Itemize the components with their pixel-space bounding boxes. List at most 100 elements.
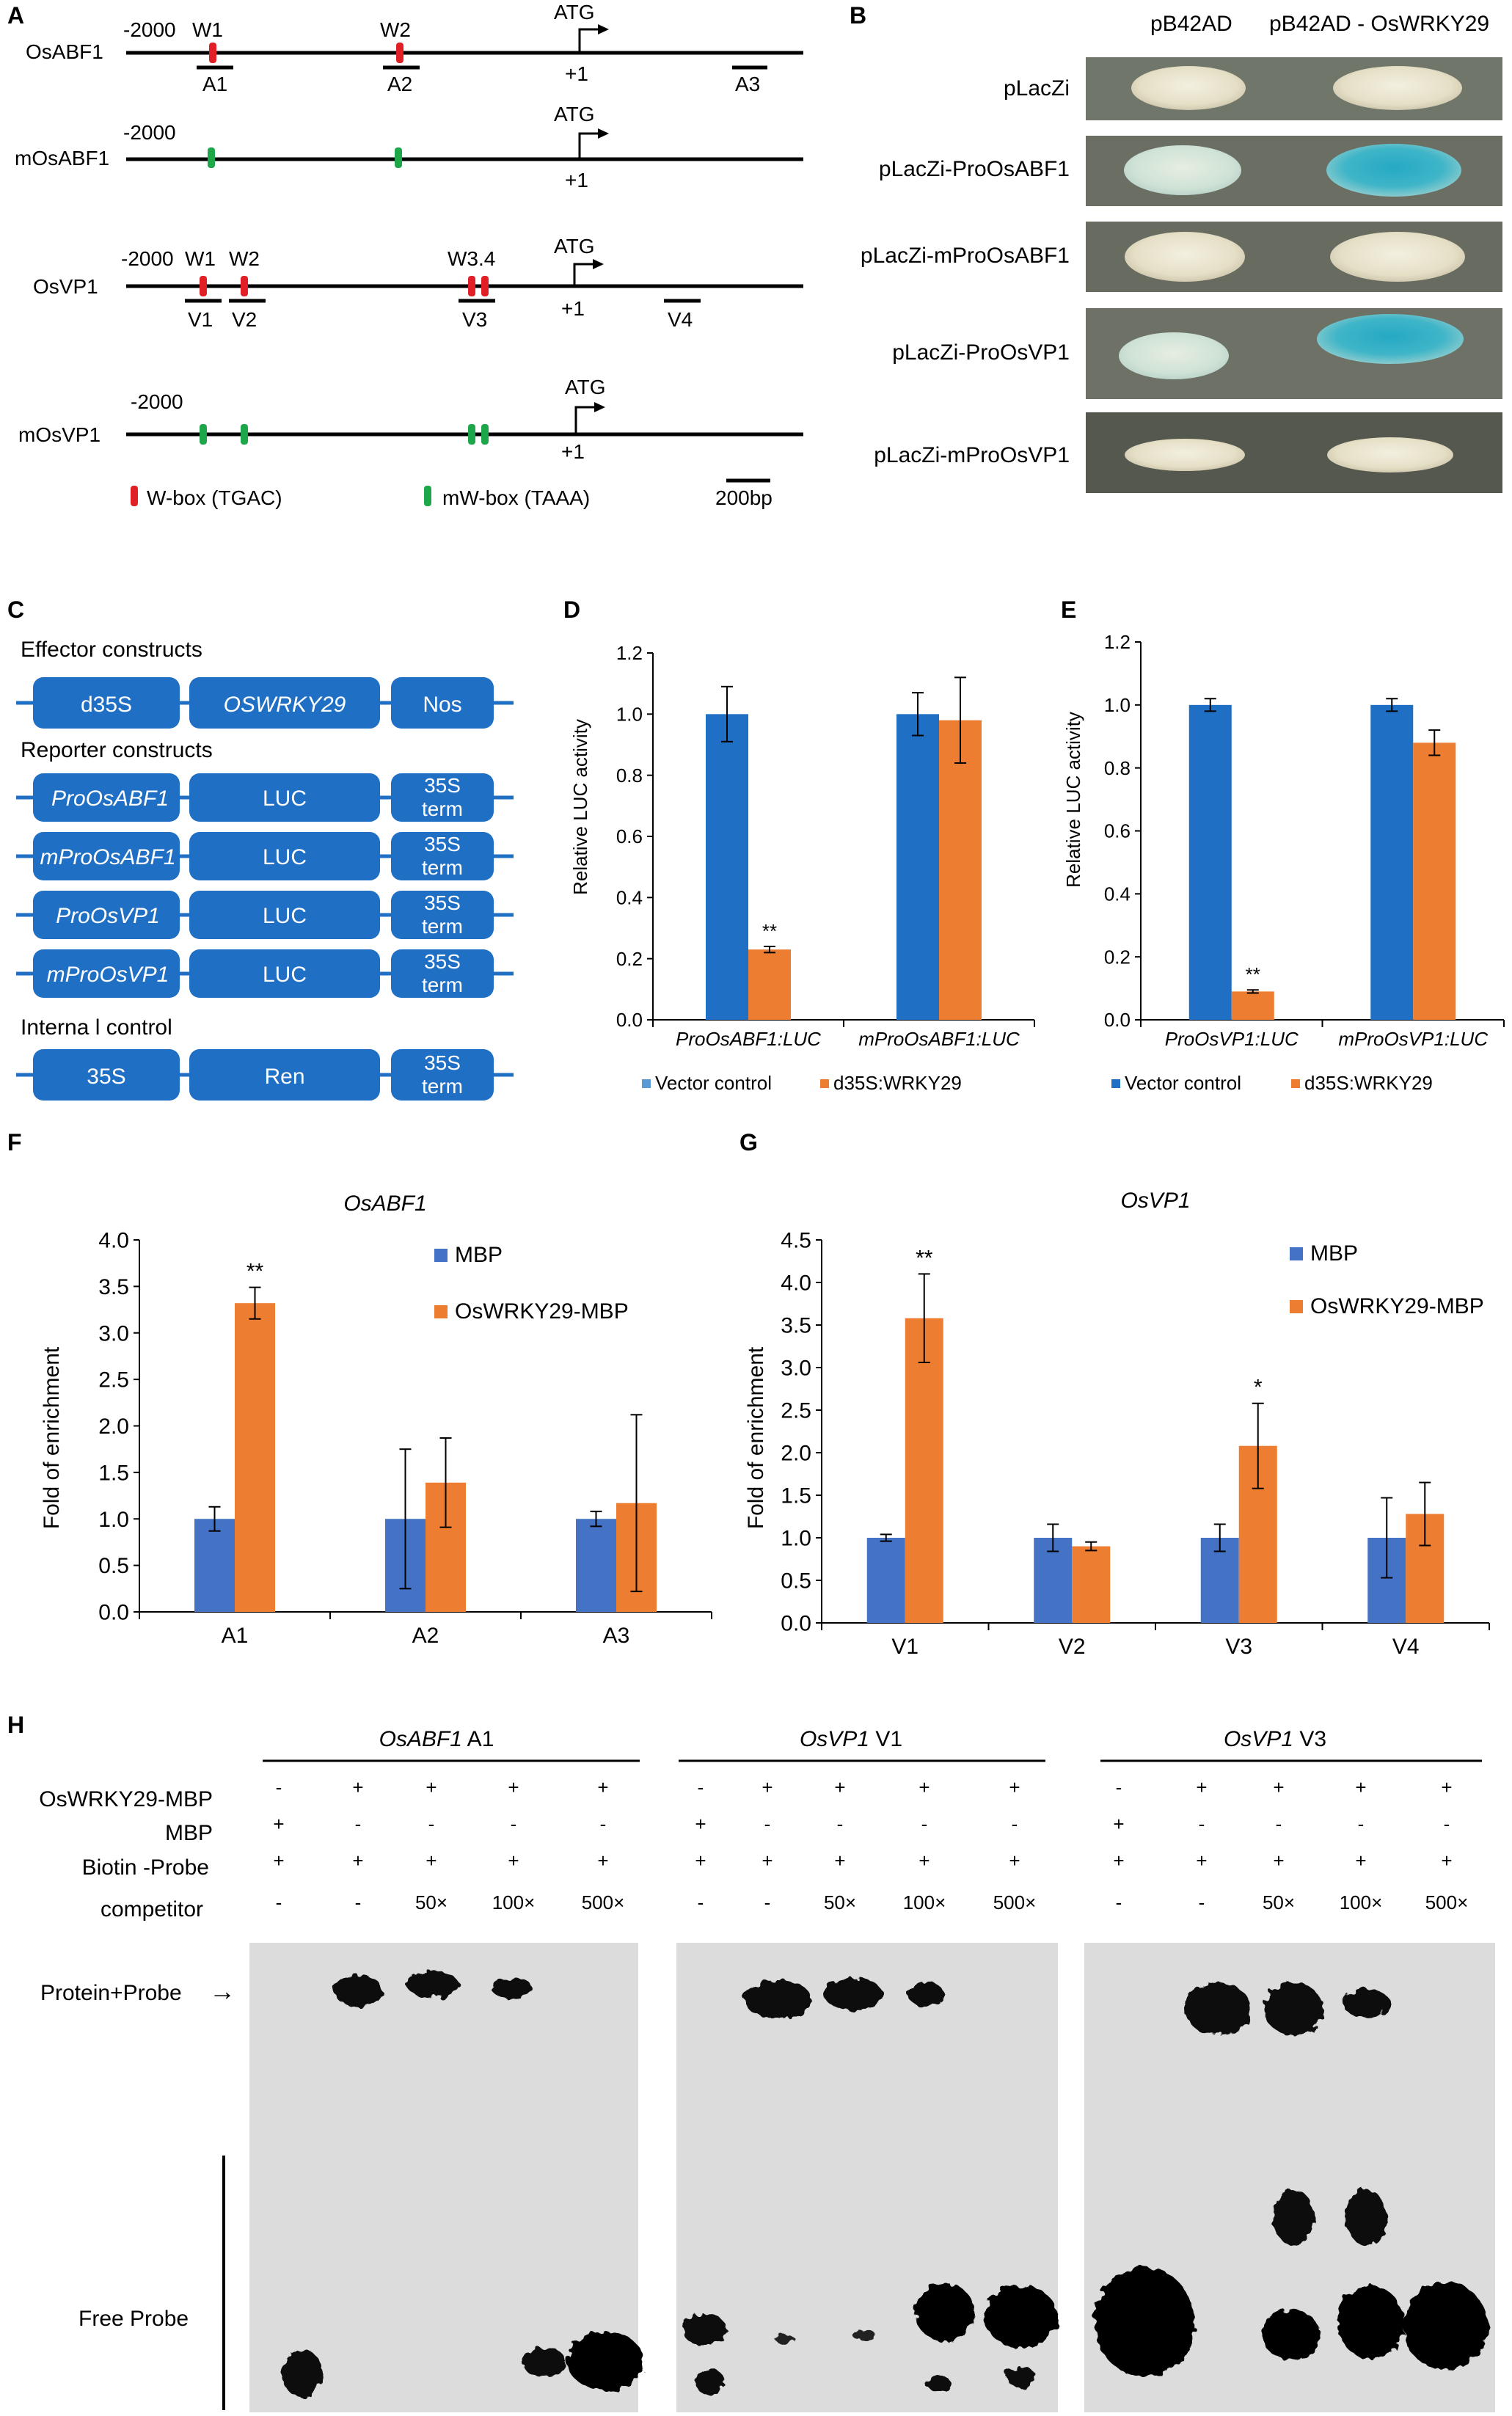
legend-mwbox-swatch: [424, 486, 431, 506]
lane-symbol: 50×: [1263, 1891, 1295, 1913]
track-osvp1-plus1: +1: [561, 297, 585, 320]
box-35s-term: [391, 891, 494, 939]
y-tick-label: 1.5: [98, 1461, 129, 1485]
box-luc: [189, 891, 380, 939]
legend-wbox-swatch: [131, 486, 138, 506]
track-osvp1-atg: ATG: [554, 235, 594, 258]
y-tick-label: 0.0: [98, 1601, 129, 1625]
panel-d-ylabel: Relative LUC activity: [569, 719, 591, 895]
lane-symbol: +: [918, 1850, 930, 1872]
lane-symbol: +: [597, 1776, 608, 1798]
free-probe-band: [924, 2376, 951, 2390]
x-tick-label: V3: [1225, 1635, 1252, 1659]
wbox-mark: [209, 43, 216, 63]
lane-symbol: +: [352, 1776, 363, 1798]
track-mosabf1-plus1: +1: [565, 169, 588, 191]
free-probe-band: [1337, 2285, 1403, 2359]
y-tick-label: 2.0: [781, 1442, 811, 1466]
track-osvp1-name: OsVP1: [33, 275, 98, 298]
legend-wrky-swatch: [1291, 1079, 1300, 1088]
reporter-construct: mProOsVP1 LUC 35S term: [16, 949, 514, 998]
shift-band: [744, 1980, 811, 2018]
box-term-label: term: [422, 856, 463, 879]
panel-c-letter: C: [7, 596, 24, 623]
row-label-competitor: competitor: [101, 1897, 203, 1922]
bar: [1413, 742, 1456, 1020]
box-promoter: [33, 891, 180, 939]
yeast-row: pLacZi: [1004, 57, 1502, 120]
box-35s-internal-label: 35S: [87, 1065, 125, 1089]
legend-vector: Vector control: [1125, 1072, 1241, 1094]
y-tick-label: 1.0: [616, 703, 643, 725]
track-mosvp1-start: -2000: [131, 390, 183, 413]
box-promoter: [33, 773, 180, 822]
region-a3: A3: [735, 73, 760, 95]
x-tick-label: mProOsVP1:LUC: [1338, 1028, 1488, 1050]
shift-band: [334, 1974, 382, 2007]
yeast-row: pLacZi-ProOsABF1: [879, 136, 1502, 206]
chart-d: 0.0 0.2 0.4 0.6 0.8 1.0 1.2 ProOsABF1:LUC ** mPro…: [616, 642, 1035, 1050]
panel-f-ylabel: Fold of enrichment: [40, 1346, 64, 1529]
shift-band: [1185, 1982, 1251, 2035]
yeast-row: pLacZi-mProOsABF1: [861, 222, 1502, 292]
y-tick-label: 2.0: [98, 1415, 129, 1439]
lane-symbol: +: [273, 1850, 284, 1872]
lane-symbol: +: [426, 1776, 437, 1798]
y-tick-label: 0.2: [616, 948, 643, 970]
lane-symbol: +: [1196, 1776, 1207, 1798]
y-tick-label: 1.2: [1104, 631, 1131, 653]
reporter-construct: ProOsABF1 LUC 35S term: [16, 773, 514, 822]
lane-symbol: +: [1113, 1850, 1124, 1872]
x-tick-label: A2: [412, 1624, 439, 1648]
region-v4: V4: [668, 308, 693, 331]
wbox-mark: [200, 276, 207, 296]
box-nos-label: Nos: [423, 693, 461, 717]
free-probe-band: [522, 2348, 566, 2377]
panel-e: E Relative LUC activity 0.0 0.2 0.4 0.6 0.8 1…: [1061, 596, 1505, 1094]
lane-symbol: +: [273, 1813, 284, 1835]
lane-symbol: 50×: [824, 1891, 856, 1913]
track-osvp1-w2: W2: [229, 247, 260, 270]
bar: [1072, 1546, 1111, 1623]
mwbox-mark: [481, 424, 489, 445]
y-tick-label: 4.5: [781, 1229, 811, 1253]
lane-symbol: -: [1276, 1813, 1282, 1835]
intermediate-band: [1345, 2189, 1387, 2245]
box-term-label: term: [422, 974, 463, 996]
wbox-mark: [396, 43, 403, 63]
tss-arrowhead: [594, 402, 605, 412]
lane-symbol: +: [1355, 1776, 1366, 1798]
track-mosvp1-name: mOsVP1: [18, 423, 101, 446]
track-mosabf1: mOsABF1 -2000 ATG +1: [15, 103, 803, 191]
colony: [1125, 232, 1245, 282]
lane-symbol: +: [597, 1850, 608, 1872]
group-site: A1: [462, 1727, 494, 1751]
significance-label: **: [916, 1246, 933, 1270]
y-tick-label: 0.4: [616, 886, 643, 908]
lane-symbol: +: [508, 1776, 519, 1798]
lane-symbol: +: [1355, 1850, 1366, 1872]
group-site: V3: [1293, 1727, 1326, 1751]
y-tick-label: 0.6: [616, 825, 643, 847]
lane-symbol: -: [1358, 1813, 1365, 1835]
lane-symbol: -: [764, 1891, 771, 1913]
lane-symbol: +: [1113, 1813, 1124, 1835]
yeast-row-label: pLacZi-ProOsABF1: [879, 157, 1070, 181]
lane-symbol: +: [1441, 1776, 1452, 1798]
x-tick-label: V4: [1392, 1635, 1420, 1659]
significance-label: **: [246, 1260, 264, 1284]
group-header: OsABF1 A1: [379, 1727, 494, 1751]
significance-label: **: [762, 920, 777, 942]
panel-b: B pB42AD pB42AD - OsWRKY29 pLacZi pLacZi…: [850, 2, 1502, 493]
region-v3: V3: [462, 308, 487, 331]
colony: [1119, 332, 1229, 379]
y-tick-label: 1.5: [781, 1484, 811, 1508]
legend-oswrky29: OsWRKY29-MBP: [455, 1299, 629, 1324]
internal-title: Interna l control: [21, 1015, 172, 1040]
lane-symbol: +: [1441, 1850, 1452, 1872]
chart-e: 0.0 0.2 0.4 0.6 0.8 1.0 1.2 ProOsVP1:LUC ** mProO…: [1104, 631, 1505, 1050]
x-tick-label: mProOsABF1:LUC: [858, 1028, 1020, 1050]
colony: [1125, 439, 1245, 471]
panel-b-col2: pB42AD - OsWRKY29: [1269, 12, 1489, 36]
free-probe-band: [775, 2335, 795, 2343]
